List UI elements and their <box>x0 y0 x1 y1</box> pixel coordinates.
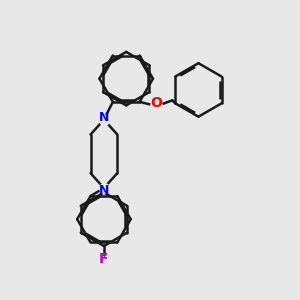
Text: N: N <box>99 184 109 197</box>
Text: N: N <box>99 111 109 124</box>
Text: O: O <box>150 96 162 110</box>
Text: F: F <box>99 252 109 266</box>
